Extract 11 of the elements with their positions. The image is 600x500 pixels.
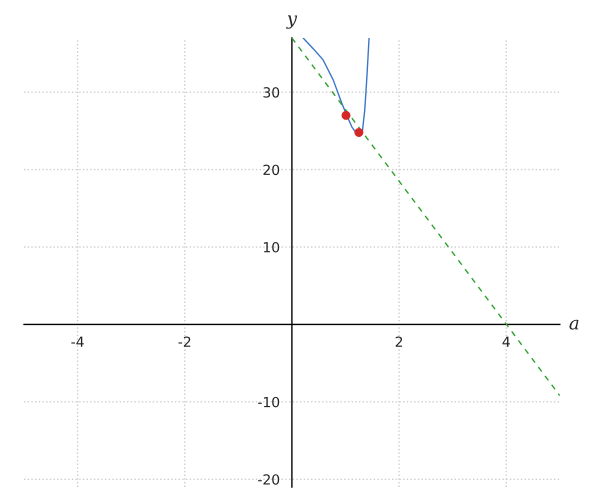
x-axis-title: a (569, 320, 578, 330)
x-tick-label: 2 (396, 336, 402, 347)
y-tick-label: 30 (263, 87, 280, 98)
y-tick-label: 10 (264, 242, 280, 252)
y-axis-title: y (286, 15, 298, 29)
y-tick-label: -20 (258, 474, 280, 485)
x-tick-label: 4 (502, 336, 510, 347)
x-tick-label: -4 (71, 336, 84, 347)
x-tick-label: -2 (178, 336, 190, 347)
y-tick-label: -10 (258, 396, 280, 408)
y-tick-label: 20 (263, 164, 280, 176)
